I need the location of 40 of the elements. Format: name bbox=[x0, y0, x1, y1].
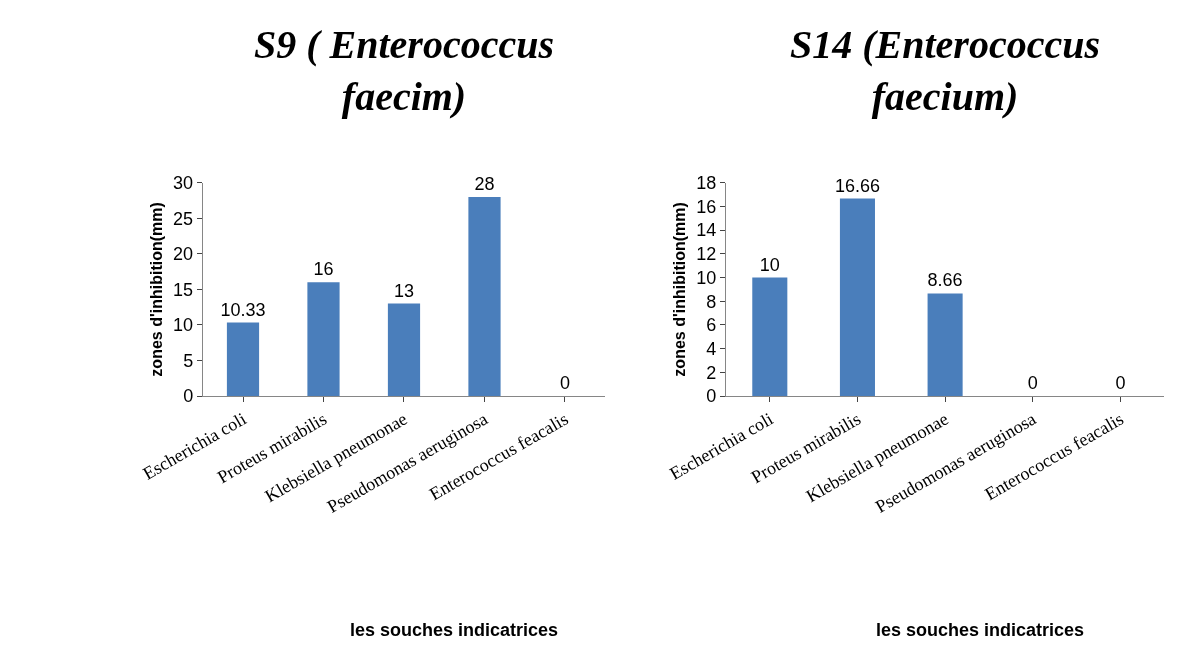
x-axis-title: les souches indicatrices bbox=[350, 620, 559, 640]
bar bbox=[927, 293, 963, 397]
bar bbox=[839, 198, 875, 397]
data-label: 8.66 bbox=[927, 270, 963, 291]
data-label: 0 bbox=[1027, 373, 1038, 394]
y-tick-label: 0 bbox=[706, 386, 717, 407]
data-label: 16 bbox=[313, 259, 334, 280]
y-tick-label: 16 bbox=[696, 196, 717, 217]
bar bbox=[307, 282, 340, 397]
y-tick-label: 30 bbox=[173, 173, 194, 194]
y-tick-label: 10 bbox=[173, 315, 194, 336]
y-tick-label: 10 bbox=[696, 267, 717, 288]
y-axis-title: zones d'inhibition(mm) bbox=[671, 202, 689, 377]
y-tick-label: 12 bbox=[696, 244, 717, 265]
y-tick-label: 18 bbox=[696, 173, 717, 194]
y-tick-label: 2 bbox=[706, 362, 717, 383]
y-tick-label: 5 bbox=[183, 350, 194, 371]
y-tick-label: 15 bbox=[173, 279, 194, 300]
x-axis-title: les souches indicatrices bbox=[876, 620, 1085, 640]
data-label: 10.33 bbox=[220, 299, 266, 320]
y-tick-label: 6 bbox=[706, 315, 717, 336]
data-label: 0 bbox=[559, 373, 570, 394]
chart-title: S9 ( Enterococcus faecim) bbox=[254, 22, 554, 119]
y-axis-title: zones d'inhibition(mm) bbox=[148, 202, 166, 377]
y-tick-label: 20 bbox=[173, 244, 194, 265]
data-label: 28 bbox=[474, 173, 495, 194]
data-label: 16.66 bbox=[834, 175, 880, 196]
bar bbox=[468, 196, 501, 397]
data-label: 0 bbox=[1115, 373, 1126, 394]
y-tick-label: 8 bbox=[706, 291, 717, 312]
bar bbox=[387, 303, 421, 397]
y-tick-label: 14 bbox=[696, 220, 717, 241]
data-label: 10 bbox=[759, 254, 780, 275]
y-tick-label: 0 bbox=[183, 386, 194, 407]
y-tick-label: 4 bbox=[706, 338, 717, 359]
y-tick-label: 25 bbox=[173, 208, 194, 229]
chart-title: S14 (Enterococcus faecium) bbox=[790, 22, 1100, 119]
bar bbox=[752, 277, 788, 397]
bar bbox=[226, 322, 260, 397]
data-label: 13 bbox=[393, 280, 415, 301]
